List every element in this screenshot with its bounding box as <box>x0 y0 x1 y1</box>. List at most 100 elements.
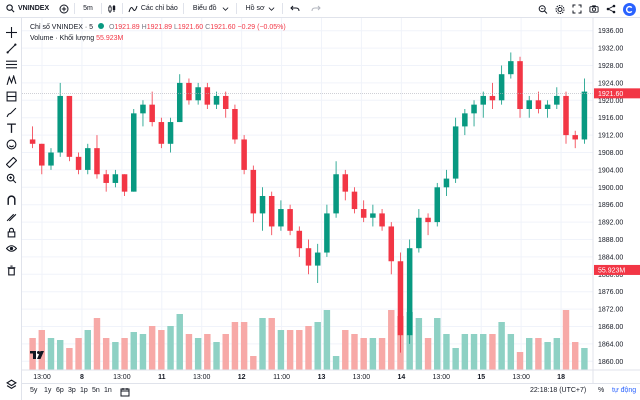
trash-icon[interactable] <box>5 264 17 276</box>
clock-timezone[interactable]: 22:18:18 (UTC+7) <box>530 387 587 394</box>
candle-body <box>296 230 303 249</box>
eye-icon[interactable] <box>5 242 17 254</box>
time-tick-label: 18 <box>557 374 565 381</box>
ruler-icon[interactable] <box>5 156 17 168</box>
range-5d[interactable]: 5n <box>92 387 100 394</box>
candle-body <box>314 252 321 266</box>
last-price-marker <box>594 88 640 99</box>
price-tick-label: 1900.00 <box>598 185 623 192</box>
time-tick-label: 13:00 <box>193 374 211 381</box>
volume-bar <box>38 330 46 370</box>
volume-bar <box>75 338 82 370</box>
magnet-icon[interactable] <box>5 194 17 206</box>
candle-body <box>278 209 284 227</box>
range-5y[interactable]: 5y <box>30 387 38 394</box>
chart-pane[interactable]: 1936.00 1932.00 1928.00 1924.00 1920.00 1916.… <box>22 18 640 383</box>
volume-bar <box>93 318 101 370</box>
volume-bar <box>553 338 561 370</box>
range-1d[interactable]: 1n <box>104 387 112 394</box>
legend-volume-row: Volume · Khối lượng 55.923M <box>30 33 286 44</box>
volume-bar <box>581 348 588 370</box>
candle-body <box>351 191 358 210</box>
volume-bar <box>222 334 229 370</box>
zoom-in-icon[interactable] <box>5 172 17 184</box>
candle-body <box>462 113 468 127</box>
auto-scale-toggle[interactable]: tự động <box>612 387 637 394</box>
compare-button[interactable] <box>54 0 74 18</box>
volume-bar <box>516 352 524 370</box>
volume-bar <box>415 318 423 370</box>
price-tick-label: 1860.00 <box>598 359 623 366</box>
lock-drawings-icon[interactable] <box>5 210 17 222</box>
price-tick-label: 1916.00 <box>598 115 623 122</box>
range-6m[interactable]: 6p <box>56 387 64 394</box>
chart-legend: Chỉ số VNINDEX · 5 O1921.89 H1921.89 L19… <box>30 22 286 44</box>
volume-bar <box>176 314 183 370</box>
range-1y[interactable]: 1y <box>44 387 52 394</box>
candle-body <box>535 100 542 109</box>
fib-retracement-icon[interactable] <box>5 58 17 70</box>
range-1m[interactable]: 1p <box>80 387 88 394</box>
brush-icon[interactable] <box>5 106 17 118</box>
plus-circle-icon <box>59 4 69 14</box>
range-3m[interactable]: 3p <box>68 387 76 394</box>
volume-bar <box>185 334 193 370</box>
legend-close-label: C <box>205 24 211 31</box>
time-tick-label: 13:00 <box>512 374 530 381</box>
emoji-icon[interactable] <box>5 138 17 150</box>
time-tick-label: 8 <box>80 374 84 381</box>
gear-icon[interactable] <box>555 4 565 14</box>
undo-button[interactable] <box>283 0 307 18</box>
volume-bar <box>535 338 542 370</box>
candle-body <box>222 95 229 109</box>
divider <box>235 3 237 14</box>
time-tick-label: 13:00 <box>113 374 131 381</box>
pattern-icon[interactable] <box>5 74 17 86</box>
volume-bar <box>498 322 505 370</box>
drawing-toolbar <box>0 18 22 400</box>
candle-body <box>287 209 293 231</box>
volume-bar <box>571 342 579 370</box>
divider <box>182 3 184 14</box>
volume-bar <box>452 348 459 370</box>
volume-bar <box>268 318 275 370</box>
quick-search-icon[interactable] <box>538 4 548 14</box>
chart-type-button[interactable]: Biểu đồ <box>184 0 236 18</box>
candle-body <box>324 213 330 253</box>
redo-button[interactable] <box>307 0 325 18</box>
divider <box>74 3 76 14</box>
legend-high-value: 1921.89 <box>146 24 173 31</box>
indicators-button[interactable]: Các chỉ báo <box>123 0 183 18</box>
profile-button[interactable]: Hồ sơ <box>237 0 282 18</box>
volume-bar <box>121 338 128 370</box>
layers-icon[interactable] <box>5 378 17 390</box>
forecast-icon[interactable] <box>5 90 17 102</box>
lock-icon[interactable] <box>5 226 17 238</box>
price-chart[interactable]: 1936.00 1932.00 1928.00 1924.00 1920.00 1916.… <box>22 18 640 383</box>
symbol-search[interactable]: VNINDEX <box>0 0 54 18</box>
interval-button[interactable]: 5m <box>83 5 93 12</box>
volume-bar <box>112 342 119 370</box>
percent-toggle[interactable]: % <box>598 387 605 394</box>
share-icon[interactable] <box>606 4 616 14</box>
candle-body <box>94 148 100 175</box>
candle-body <box>213 95 220 105</box>
volume-bar <box>102 338 110 370</box>
fullscreen-icon[interactable] <box>572 4 582 14</box>
volume-bar <box>305 326 312 370</box>
candle-body <box>360 209 367 218</box>
bottom-toolbar: 5y 1y 6p 3p 1p 5n 1n 22:18:18 (UTC+7) % … <box>22 383 640 400</box>
legend-low-value: 1921.60 <box>177 24 204 31</box>
price-tick-label: 1912.00 <box>598 133 623 140</box>
volume-bar <box>139 334 147 370</box>
candle-body <box>204 87 211 105</box>
market-status-dot <box>97 23 104 29</box>
calendar-range-icon[interactable] <box>120 387 130 399</box>
trend-line-icon[interactable] <box>5 42 17 54</box>
crosshair-icon[interactable] <box>5 26 17 38</box>
text-icon[interactable] <box>5 122 17 134</box>
indicators-label: Các chỉ báo <box>140 5 178 12</box>
camera-icon[interactable] <box>589 4 599 14</box>
candle-style-button[interactable] <box>102 0 122 18</box>
volume-bar <box>480 334 487 370</box>
